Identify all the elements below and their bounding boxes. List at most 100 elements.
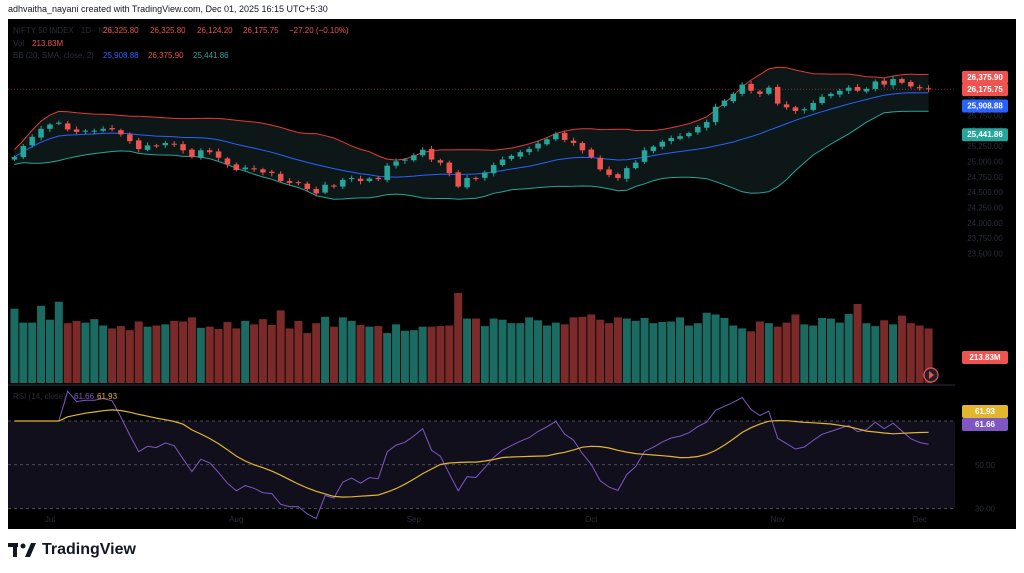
tradingview-brand[interactable]: TradingView [8,541,136,559]
volume-bar [347,320,356,383]
candle-body [38,128,44,138]
volume-bar [613,317,622,383]
tradingview-logo-icon [8,543,36,557]
volume-bar [924,328,933,383]
volume-bar [37,305,46,383]
candle-body [366,178,373,182]
volume-bar [853,304,862,383]
candle-body [482,172,488,178]
volume-bar [108,328,117,383]
candle-body [703,122,710,128]
candle-body [260,169,266,173]
bb-upper-line [14,66,929,161]
volume-bar [640,317,649,383]
volume-bar [596,319,605,383]
volume-bar [338,317,347,383]
candle-body [348,177,355,180]
volume-bar [755,321,764,383]
candle-body [641,150,648,162]
candle-body [810,103,816,110]
price-tick-label: 23,750.00 [967,234,1003,243]
volume-bar [427,326,436,383]
volume-bar [312,323,321,383]
volume-bar [445,325,454,383]
replay-icon[interactable] [923,367,939,383]
candle-body [659,141,666,147]
volume-bar [480,326,489,383]
candle-body [135,140,142,150]
legend-bb-lower: 25,441.86 [193,51,229,60]
volume-bar [223,322,232,383]
candle-body [597,157,603,170]
candle-body [792,107,799,112]
candle-body [455,172,461,187]
candle-body [837,90,843,95]
volume-bar [880,320,889,383]
price-tick-label: 24,250.00 [967,203,1003,212]
candle-body [277,173,284,182]
candle-body [854,86,861,91]
candle-body [721,100,728,106]
legend-change: −27.20 (−0.10%) [289,26,349,35]
volume-bar [303,333,312,383]
time-tick-label: Nov [771,515,785,524]
volume-bar [498,319,507,383]
candle-body [517,152,524,157]
volume-bar [356,324,365,383]
candle-body [908,81,914,87]
price-tag: 26,175.75 [967,85,1003,94]
volume-bar [116,326,125,383]
candle-body [64,123,71,130]
legend-bb-label: BB (20, SMA, close, 2) [13,51,94,60]
volume-bar [800,324,809,383]
volume-bar [72,320,81,383]
volume-bar [276,310,285,383]
volume-bar [844,313,853,383]
volume-bar [143,326,152,383]
volume-bar [161,324,170,383]
price-tick-label: 24,000.00 [967,219,1003,228]
volume-bar [329,326,338,383]
volume-bar [534,320,543,383]
candle-body [29,136,35,146]
candle-body [845,87,852,91]
legend-bb-upper: 26,375.90 [148,51,184,60]
price-tick-label: 24,750.00 [967,173,1003,182]
candle-body [632,162,639,169]
legend-vol-label: Vol [13,39,24,48]
volume-bar [773,326,782,383]
price-tick-label: 23,500.00 [967,250,1003,259]
volume-bar [720,317,729,383]
volume-bar [63,323,72,383]
candle-body [606,169,612,175]
price-tag: 25,441.86 [967,130,1003,139]
volume-bar [684,325,693,383]
volume-bar [471,318,480,383]
candle-body [82,130,89,132]
candle-body [535,143,541,149]
candle-body [206,150,213,153]
candle-body [180,144,186,151]
candle-body [73,129,80,132]
candle-body [109,128,115,130]
volume-bar [764,323,773,383]
volume-bar [862,323,871,383]
candle-body [251,168,257,170]
volume-bar [170,320,179,383]
candle-body [171,143,177,145]
candle-body [881,80,887,85]
volume-bar [915,325,924,383]
candle-body [242,167,248,170]
candle-body [766,87,772,94]
volume-bar [463,318,472,383]
candle-body [925,88,932,90]
candle-body [286,181,293,183]
candle-body [490,165,497,174]
candle-body [544,139,550,145]
volume-bar [551,322,560,383]
candle-body [446,162,453,174]
volume-bar [321,316,330,383]
volume-bar [152,325,161,383]
price-tag-bg [962,99,1008,113]
